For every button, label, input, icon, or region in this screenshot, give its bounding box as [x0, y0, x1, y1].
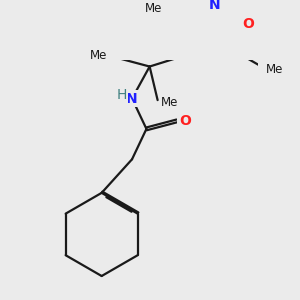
Text: O: O: [179, 114, 191, 128]
Text: Me: Me: [266, 63, 284, 76]
Text: Me: Me: [161, 96, 178, 109]
Text: Me: Me: [145, 2, 163, 15]
Text: N: N: [208, 0, 220, 12]
Text: Me: Me: [90, 49, 107, 62]
Text: H: H: [116, 88, 127, 102]
Text: N: N: [126, 92, 138, 106]
Text: O: O: [243, 17, 255, 31]
